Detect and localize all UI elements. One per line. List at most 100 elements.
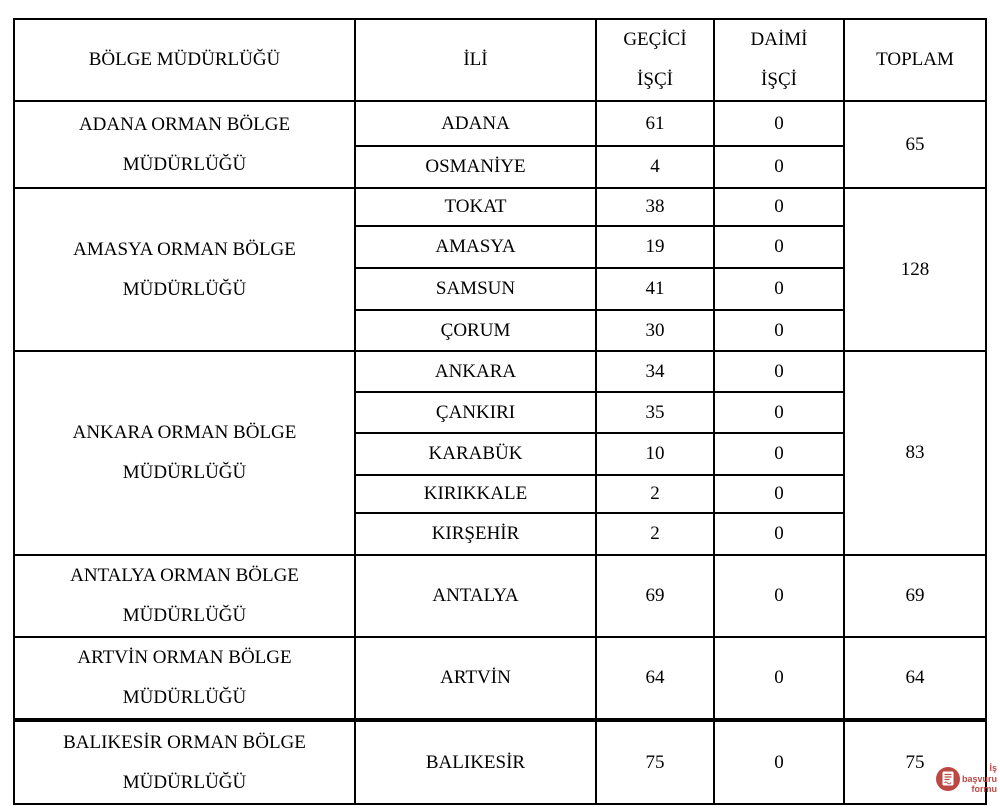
table-row: ÇORUM 30 0	[14, 309, 986, 352]
perm-count-cell: 0	[713, 432, 845, 476]
table-row: ADANA ORMAN BÖLGE MÜDÜRLÜĞÜ ADANA 61 0 6…	[13, 100, 987, 189]
total-cell: 128	[843, 187, 987, 352]
region-cell: BALIKESİR ORMAN BÖLGE MÜDÜRLÜĞÜ	[13, 719, 356, 805]
temp-count-cell: 2	[595, 512, 715, 556]
province-cell: SAMSUN	[354, 267, 597, 311]
col-header-temp-worker: GEÇİCİ İŞÇİ	[595, 18, 715, 102]
perm-count-cell: 0	[713, 391, 845, 434]
perm-count-cell: 0	[713, 145, 845, 189]
province-cell: ANKARA	[354, 350, 597, 393]
perm-count-cell: 0	[713, 474, 845, 514]
watermark-line: İş	[989, 763, 998, 773]
region-cell: ADANA ORMAN BÖLGE MÜDÜRLÜĞÜ	[13, 100, 356, 189]
temp-count-cell: 35	[595, 391, 715, 434]
table-row: OSMANİYE 4 0	[14, 145, 986, 189]
province-cell: TOKAT	[354, 187, 597, 227]
col-header-perm-worker: DAİMİ İŞÇİ	[713, 18, 845, 102]
region-line: MÜDÜRLÜĞÜ	[122, 771, 247, 793]
perm-count-cell: 0	[713, 636, 845, 721]
region-cell: AMASYA ORMAN BÖLGE MÜDÜRLÜĞÜ	[13, 187, 356, 352]
temp-count-cell: 69	[595, 554, 715, 638]
temp-count-cell: 19	[595, 225, 715, 269]
total-cell: 75	[843, 719, 987, 805]
col-header-region: BÖLGE MÜDÜRLÜĞÜ	[13, 18, 356, 102]
workers-table: BÖLGE MÜDÜRLÜĞÜ İLİ GEÇİCİ İŞÇİ DAİMİ İŞ…	[13, 18, 987, 805]
form-icon-glyph	[942, 771, 954, 786]
region-line: MÜDÜRLÜĞÜ	[122, 153, 247, 175]
region-group-antalya: ANTALYA ORMAN BÖLGE MÜDÜRLÜĞÜ ANTALYA 69…	[13, 554, 987, 638]
watermark-text: İş başvuru formu	[962, 763, 997, 795]
total-cell: 69	[843, 554, 987, 638]
region-group-adana: ADANA ORMAN BÖLGE MÜDÜRLÜĞÜ ADANA 61 0 6…	[13, 100, 987, 189]
temp-count-cell: 75	[595, 719, 715, 805]
temp-count-cell: 30	[595, 309, 715, 352]
perm-count-cell: 0	[713, 350, 845, 393]
table-row: AMASYA ORMAN BÖLGE MÜDÜRLÜĞÜ TOKAT 38 0 …	[13, 187, 987, 352]
table-row: ANTALYA ORMAN BÖLGE MÜDÜRLÜĞÜ ANTALYA 69…	[13, 554, 987, 638]
table-header-row: BÖLGE MÜDÜRLÜĞÜ İLİ GEÇİCİ İŞÇİ DAİMİ İŞ…	[13, 18, 987, 102]
table-row: KIRIKKALE 2 0	[14, 474, 986, 514]
perm-count-cell: 0	[713, 100, 845, 147]
table-row: SAMSUN 41 0	[14, 267, 986, 311]
region-line: MÜDÜRLÜĞÜ	[122, 605, 247, 626]
col-header-province: İLİ	[354, 18, 597, 102]
table-row: ANKARA ORMAN BÖLGE MÜDÜRLÜĞÜ ANKARA 34 0…	[13, 350, 987, 556]
perm-count-cell: 0	[713, 512, 845, 556]
temp-count-cell: 64	[595, 636, 715, 721]
temp-count-cell: 38	[595, 187, 715, 227]
table-row: BALIKESİR ORMAN BÖLGE MÜDÜRLÜĞÜ BALIKESİ…	[13, 719, 987, 805]
perm-count-cell: 0	[713, 187, 845, 227]
watermark-line: formu	[971, 784, 998, 794]
perm-count-cell: 0	[713, 267, 845, 311]
region-cell: ANKARA ORMAN BÖLGE MÜDÜRLÜĞÜ	[13, 350, 356, 556]
temp-count-cell: 41	[595, 267, 715, 311]
perm-count-cell: 0	[713, 719, 845, 805]
region-line: BALIKESİR ORMAN BÖLGE	[63, 731, 306, 753]
region-line: ADANA ORMAN BÖLGE	[78, 113, 291, 135]
region-line: MÜDÜRLÜĞÜ	[122, 687, 247, 708]
col-header-temp-line1: GEÇİCİ	[623, 29, 687, 50]
table-row: KARABÜK 10 0	[14, 432, 986, 476]
province-cell: BALIKESİR	[354, 719, 597, 805]
temp-count-cell: 61	[595, 100, 715, 147]
form-icon	[936, 766, 960, 791]
temp-count-cell: 34	[595, 350, 715, 393]
table-row: ARTVİN ORMAN BÖLGE MÜDÜRLÜĞÜ ARTVİN 64 0…	[13, 636, 987, 721]
watermark-line: başvuru	[962, 773, 998, 784]
region-group-amasya: AMASYA ORMAN BÖLGE MÜDÜRLÜĞÜ TOKAT 38 0 …	[13, 187, 987, 352]
col-header-temp-line2: İŞÇİ	[637, 69, 673, 90]
temp-count-cell: 4	[595, 145, 715, 189]
table-row: AMASYA 19 0	[14, 225, 986, 269]
region-cell: ARTVİN ORMAN BÖLGE MÜDÜRLÜĞÜ	[13, 636, 356, 721]
province-cell: ÇANKIRI	[354, 391, 597, 434]
region-line: MÜDÜRLÜĞÜ	[122, 278, 247, 300]
region-line: MÜDÜRLÜĞÜ	[122, 462, 247, 483]
temp-count-cell: 2	[595, 474, 715, 514]
total-cell: 65	[843, 100, 987, 189]
region-line: ANTALYA ORMAN BÖLGE	[70, 565, 299, 586]
region-line: ANKARA ORMAN BÖLGE	[72, 422, 297, 443]
region-group-balikesir: BALIKESİR ORMAN BÖLGE MÜDÜRLÜĞÜ BALIKESİ…	[13, 719, 987, 805]
province-cell: ÇORUM	[354, 309, 597, 352]
col-header-perm-line2: İŞÇİ	[761, 69, 797, 90]
region-line: ARTVİN ORMAN BÖLGE	[77, 647, 292, 668]
province-cell: KIRIKKALE	[354, 474, 597, 514]
col-header-perm-line1: DAİMİ	[750, 29, 808, 50]
region-cell: ANTALYA ORMAN BÖLGE MÜDÜRLÜĞÜ	[13, 554, 356, 638]
watermark-logo: İş başvuru formu	[936, 763, 997, 795]
col-header-total: TOPLAM	[843, 18, 987, 102]
region-line: AMASYA ORMAN BÖLGE	[73, 238, 296, 260]
table-row: ÇANKIRI 35 0	[14, 391, 986, 434]
total-cell: 83	[843, 350, 987, 556]
province-cell: KIRŞEHİR	[354, 512, 597, 556]
province-cell: ARTVİN	[354, 636, 597, 721]
table-row: KIRŞEHİR 2 0	[14, 512, 986, 556]
province-cell: KARABÜK	[354, 432, 597, 476]
perm-count-cell: 0	[713, 225, 845, 269]
total-cell: 64	[843, 636, 987, 721]
perm-count-cell: 0	[713, 309, 845, 352]
perm-count-cell: 0	[713, 554, 845, 638]
region-group-ankara: ANKARA ORMAN BÖLGE MÜDÜRLÜĞÜ ANKARA 34 0…	[13, 350, 987, 556]
province-cell: ANTALYA	[354, 554, 597, 638]
